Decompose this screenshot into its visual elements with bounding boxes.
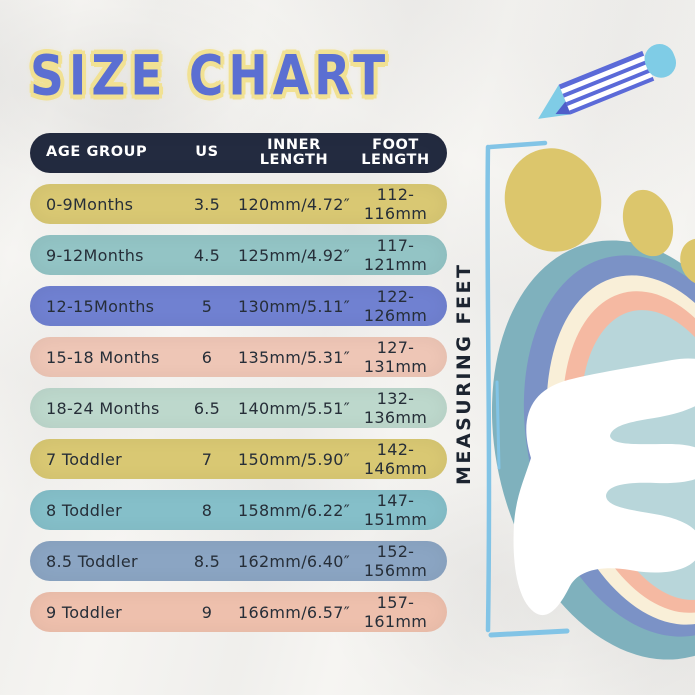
age-group-value: 9 Toddler [46, 602, 122, 622]
measuring-bracket-icon [485, 140, 570, 638]
inner-length-value: 120mm/4.72″ [237, 194, 350, 214]
us-size-value: 4.5 [193, 245, 221, 265]
col-header-foot-length: FOOT LENGTH [361, 136, 430, 168]
us-size-value: 8 [201, 500, 213, 520]
us-size-value: 7 [201, 449, 213, 469]
foot-length-value: 127-131mm [363, 338, 428, 376]
us-size-value: 5 [201, 296, 213, 316]
age-group-value: 8 Toddler [46, 500, 122, 520]
table-row: 8.5 Toddler 8.5 162mm/6.40″ 152-156mm [30, 541, 447, 581]
table-row: 0-9Months 3.5 120mm/4.72″ 112-116mm [30, 184, 447, 224]
toe-big [504, 148, 602, 252]
inner-length-value: 162mm/6.40″ [237, 551, 350, 571]
table-row: 7 Toddler 7 150mm/5.90″ 142-146mm [30, 439, 447, 479]
foot-ring-salmon [562, 291, 695, 613]
table-row: 9 Toddler 9 166mm/6.57″ 157-161mm [30, 592, 447, 632]
pencil-body [558, 50, 655, 115]
toe-small [680, 238, 695, 286]
pencil-tip-shade [555, 101, 571, 115]
table-header-row: AGE GROUP US INNER LENGTH FOOT LENGTH [30, 133, 447, 173]
size-table: AGE GROUP US INNER LENGTH FOOT LENGTH 0-… [30, 133, 447, 632]
foot-length-value: 142-146mm [363, 440, 428, 478]
age-group-value: 15-18 Months [46, 347, 160, 367]
foot-length-value: 112-116mm [363, 185, 428, 223]
inner-length-value: 166mm/6.57″ [237, 602, 350, 622]
footprint-white-blob [513, 358, 695, 615]
inner-length-value: 150mm/5.90″ [237, 449, 350, 469]
inner-length-value: 158mm/6.22″ [237, 500, 350, 520]
inner-length-value: 140mm/5.51″ [237, 398, 350, 418]
foot-length-value: 152-156mm [363, 542, 428, 580]
table-row: 8 Toddler 8 158mm/6.22″ 147-151mm [30, 490, 447, 530]
us-size-value: 6.5 [193, 398, 221, 418]
table-row: 18-24 Months 6.5 140mm/5.51″ 132-136mm [30, 388, 447, 428]
age-group-value: 9-12Months [46, 245, 144, 265]
foot-length-value: 117-121mm [363, 236, 428, 274]
toe-middle [622, 189, 674, 257]
foot-length-value: 157-161mm [363, 593, 428, 631]
pencil-icon [538, 44, 677, 119]
inner-length-value: 125mm/4.92″ [237, 245, 350, 265]
table-row: 15-18 Months 6 135mm/5.31″ 127-131mm [30, 337, 447, 377]
foot-pad [580, 310, 695, 600]
foot-outer-blob [491, 240, 695, 660]
col-header-inner-length: INNER LENGTH [259, 136, 329, 168]
inner-length-value: 135mm/5.31″ [237, 347, 350, 367]
table-row: 9-12Months 4.5 125mm/4.92″ 117-121mm [30, 235, 447, 275]
age-group-value: 8.5 Toddler [46, 551, 138, 571]
us-size-value: 3.5 [193, 194, 221, 214]
foot-length-value: 147-151mm [363, 491, 428, 529]
foot-icon [491, 148, 695, 660]
age-group-value: 0-9Months [46, 194, 134, 214]
age-group-value: 12-15Months [46, 296, 155, 316]
inner-length-value: 130mm/5.11″ [237, 296, 350, 316]
measuring-feet-label: MEASURING FEET [453, 262, 475, 486]
age-group-value: 18-24 Months [46, 398, 160, 418]
us-size-value: 9 [201, 602, 213, 622]
us-size-value: 8.5 [193, 551, 221, 571]
page-title: SIZE CHART [30, 44, 391, 109]
pencil-eraser [644, 44, 677, 78]
foot-length-value: 122-126mm [363, 287, 428, 325]
us-size-value: 6 [201, 347, 213, 367]
col-header-age-group: AGE GROUP [46, 144, 148, 161]
col-header-us: US [195, 144, 219, 161]
pencil-tip [538, 84, 571, 119]
foot-length-value: 132-136mm [363, 389, 428, 427]
age-group-value: 7 Toddler [46, 449, 122, 469]
foot-ring-cream [546, 275, 695, 625]
foot-ring-blue [523, 255, 695, 637]
table-row: 12-15Months 5 130mm/5.11″ 122-126mm [30, 286, 447, 326]
